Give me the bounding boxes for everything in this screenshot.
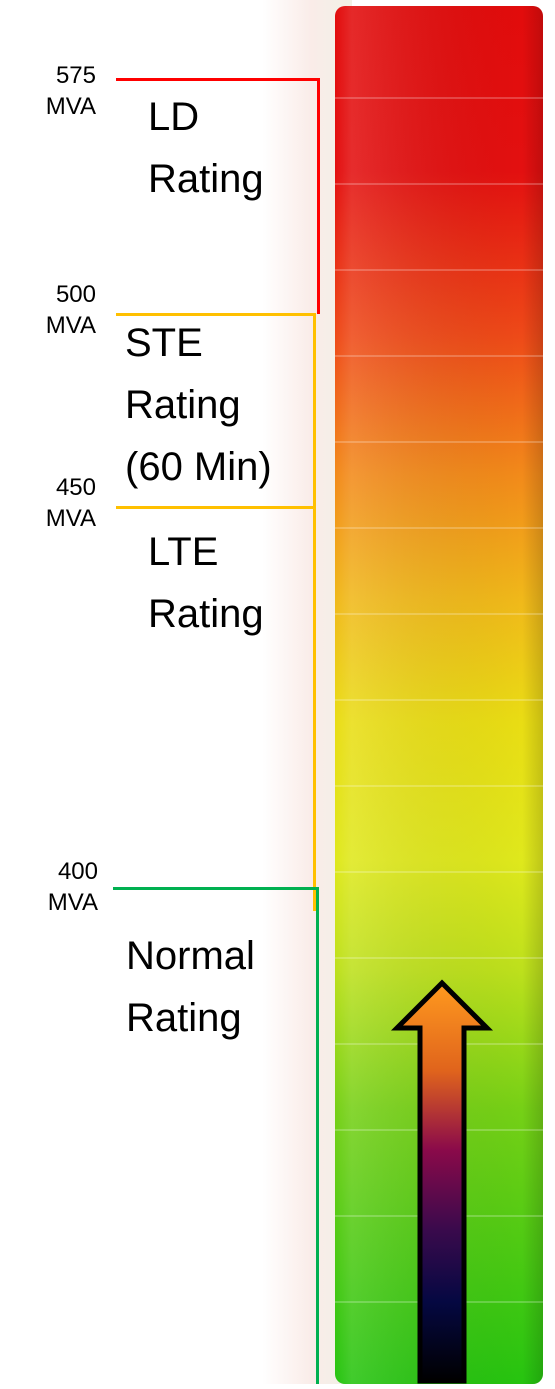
up-arrow-icon (390, 978, 494, 1389)
normal-value: 400 MVA (47, 858, 98, 916)
lte-rating-label: LTE Rating (148, 530, 264, 636)
lte-value: 450 MVA (45, 474, 96, 532)
normal-bracket (316, 887, 319, 1384)
ste-tick (116, 313, 316, 316)
ld-rating-label: LD Rating (148, 95, 264, 201)
ste-lte-bracket (313, 313, 316, 911)
ld-bracket (317, 78, 320, 314)
ste-rating-label: STE Rating (60 Min) (125, 321, 272, 489)
lte-tick (116, 506, 316, 509)
ld-tick (116, 78, 320, 81)
gauge-svg (335, 6, 543, 1384)
normal-rating-label: Normal Rating (126, 934, 255, 1040)
ste-value: 500 MVA (45, 281, 96, 339)
up-arrow-svg (390, 979, 494, 1384)
normal-tick (113, 887, 319, 890)
load-gauge (335, 6, 543, 1384)
ld-value: 575 MVA (45, 62, 96, 120)
